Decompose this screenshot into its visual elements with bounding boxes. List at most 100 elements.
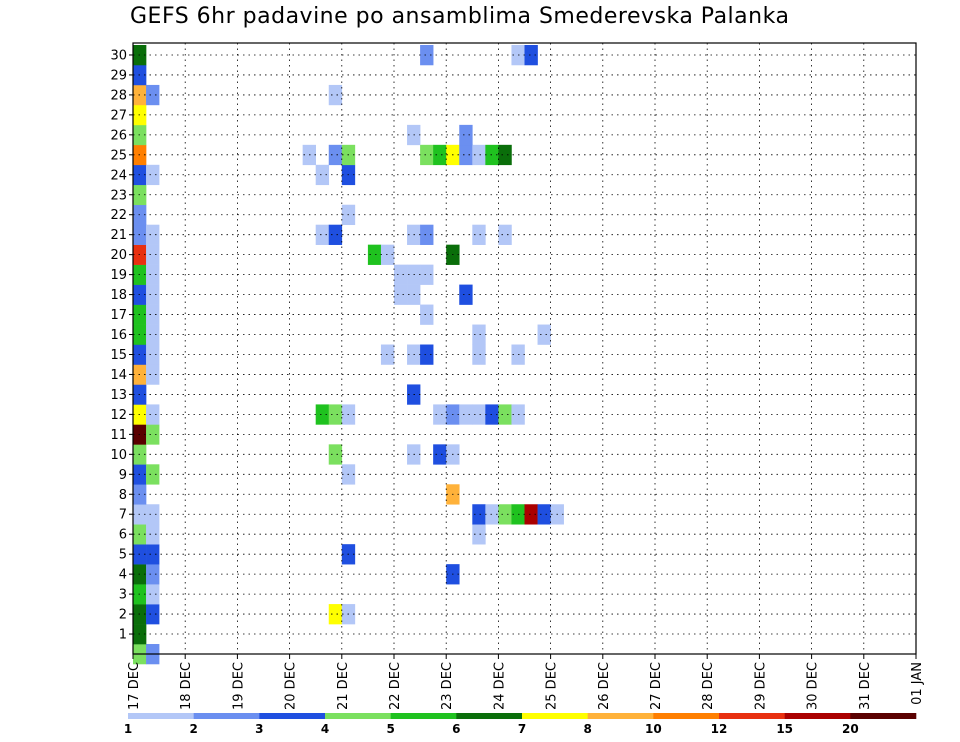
- y-tick-label: 7: [119, 508, 127, 523]
- x-tick-label: 18 DEC: [179, 662, 194, 710]
- colorbar-label: 2: [189, 722, 197, 736]
- heatmap-cell: [485, 144, 499, 166]
- heatmap-cell: [420, 224, 434, 245]
- colorbar-label: 10: [645, 722, 662, 736]
- heatmap-cell: [472, 404, 486, 425]
- y-tick-label: 28: [110, 88, 127, 103]
- colorbar-label: 5: [386, 722, 394, 736]
- x-tick-label: 20 DEC: [284, 662, 299, 710]
- heatmap-cell: [472, 524, 486, 545]
- colorbar-swatch: [456, 713, 523, 719]
- heatmap-cell: [472, 144, 486, 166]
- heatmap-cell: [367, 244, 382, 265]
- y-tick-label: 6: [119, 528, 127, 543]
- x-tick-label: 27 DEC: [649, 662, 664, 710]
- colorbar-swatch: [784, 713, 851, 719]
- y-tick-label: 15: [110, 348, 127, 363]
- colorbar-swatch: [850, 713, 917, 719]
- colorbar-swatch: [390, 713, 457, 719]
- heatmap-cell: [328, 144, 343, 166]
- x-tick-label: 24 DEC: [492, 662, 507, 710]
- colorbar-swatch: [325, 713, 391, 719]
- heatmap-cell: [433, 444, 447, 465]
- colorbar-label: 1: [124, 722, 132, 736]
- heatmap-cell: [315, 164, 330, 186]
- y-tick-label: 23: [110, 188, 127, 203]
- heatmap-cell: [146, 584, 160, 605]
- y-tick-label: 16: [110, 328, 127, 343]
- heatmap-cell: [420, 45, 434, 66]
- y-tick-label: 5: [119, 548, 127, 563]
- colorbar-swatch: [259, 713, 326, 719]
- colorbar-label: 7: [518, 722, 526, 736]
- heatmap-cell: [472, 324, 486, 345]
- y-tick-label: 30: [110, 48, 127, 63]
- heatmap-cell: [498, 224, 512, 245]
- colorbar-label: 4: [321, 722, 329, 736]
- y-tick-label: 8: [119, 488, 127, 503]
- heatmap-cell: [146, 304, 160, 325]
- heatmap-cell: [459, 284, 473, 305]
- y-tick-label: 11: [110, 428, 127, 443]
- heatmap-cell: [380, 344, 395, 365]
- y-tick-label: 13: [110, 388, 127, 403]
- y-tick-label: 3: [119, 588, 127, 603]
- y-tick-label: 17: [110, 308, 127, 323]
- colorbar-swatch: [719, 713, 785, 719]
- heatmap-cell: [146, 564, 160, 585]
- x-tick-label: 23 DEC: [440, 662, 455, 710]
- colorbar-label: 8: [583, 722, 591, 736]
- x-tick-label: 28 DEC: [701, 662, 716, 710]
- colorbar-label: 3: [255, 722, 263, 736]
- y-tick-label: 20: [110, 248, 127, 263]
- heatmap-cell: [524, 504, 538, 525]
- heatmap-cell: [146, 464, 160, 485]
- heatmap-cell: [394, 264, 408, 285]
- y-tick-label: 21: [110, 228, 127, 243]
- heatmap-cell: [146, 264, 160, 285]
- heatmap-cell: [328, 84, 343, 106]
- x-tick-label: 01 JAN: [910, 662, 925, 705]
- x-tick-label: 31 DEC: [858, 662, 873, 710]
- heatmap-cell: [146, 604, 160, 625]
- colorbar-swatch: [587, 713, 654, 719]
- x-tick-label: 26 DEC: [597, 662, 612, 710]
- heatmap-cell: [146, 364, 160, 385]
- heatmap-cell: [485, 404, 499, 425]
- y-tick-label: 18: [110, 288, 127, 303]
- heatmap-cell: [146, 244, 160, 265]
- colorbar-label: 6: [452, 722, 460, 736]
- heatmap-cell: [315, 404, 330, 425]
- heatmap-cell: [459, 404, 473, 425]
- x-tick-label: 17 DEC: [127, 662, 142, 710]
- heatmap-cell: [146, 544, 160, 565]
- y-tick-label: 10: [110, 448, 127, 463]
- colorbar-label: 15: [776, 722, 793, 736]
- heatmap-cell: [420, 304, 434, 325]
- y-tick-label: 24: [110, 168, 127, 183]
- heatmap-cell: [498, 404, 512, 425]
- y-tick-label: 29: [110, 68, 127, 83]
- heatmap-cell: [537, 504, 551, 525]
- heatmap-cell: [328, 404, 343, 425]
- y-tick-label: 14: [110, 368, 127, 383]
- y-tick-label: 26: [110, 128, 127, 143]
- heatmap-cell: [485, 504, 499, 525]
- heatmap-cell: [472, 224, 486, 245]
- y-tick-label: 9: [119, 468, 127, 483]
- heatmap-cell: [146, 224, 160, 245]
- heatmap-cell: [146, 284, 160, 305]
- chart-title: GEFS 6hr padavine po ansamblima Smederev…: [130, 4, 790, 29]
- colorbar-label: 12: [711, 722, 728, 736]
- heatmap-cell: [524, 45, 538, 66]
- heatmap-cell: [459, 124, 473, 146]
- x-tick-label: 22 DEC: [388, 662, 403, 710]
- colorbar-swatch: [128, 713, 194, 719]
- heatmap-cell: [315, 224, 330, 245]
- y-tick-label: 25: [110, 148, 127, 163]
- heatmap-cell: [146, 164, 160, 186]
- y-tick-label: 22: [110, 208, 127, 223]
- heatmap-cell: [146, 84, 160, 106]
- heatmap-cell: [420, 144, 434, 166]
